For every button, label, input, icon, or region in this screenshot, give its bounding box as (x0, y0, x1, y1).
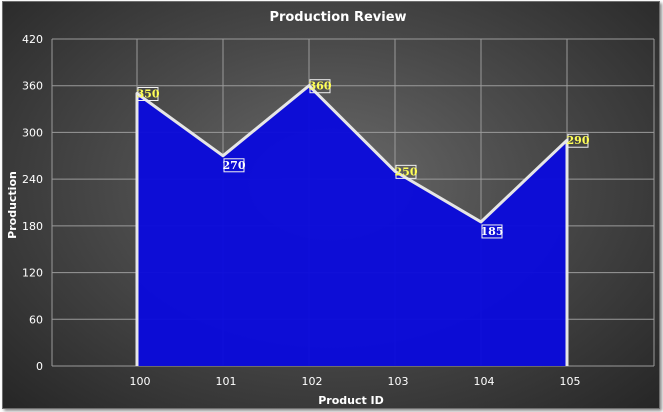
y-tick-label: 60 (29, 313, 43, 326)
area-series (137, 85, 567, 366)
y-tick-label: 420 (22, 33, 43, 46)
data-label-text: 360 (309, 80, 332, 93)
y-tick-label: 120 (22, 267, 43, 280)
data-label-text: 250 (395, 165, 418, 178)
data-label: 290 (567, 133, 590, 148)
data-label-text: 185 (481, 225, 504, 238)
data-label-box (395, 164, 417, 179)
y-tick-label: 300 (22, 126, 43, 139)
area-outline (135, 84, 569, 366)
data-label-box (567, 133, 589, 148)
x-tick-label: 100 (130, 375, 151, 388)
y-tick-label: 0 (36, 360, 43, 373)
data-label: 250 (395, 164, 418, 179)
x-tick-label: 103 (388, 375, 409, 388)
data-label-box (481, 224, 503, 239)
data-label: 350 (137, 87, 160, 101)
x-tick-label: 101 (216, 375, 237, 388)
data-labels: 350 270 360 250 185 290 (137, 79, 590, 239)
data-label: 270 (223, 158, 246, 173)
area-chart: Production Review 060120180240300360420 … (6, 10, 655, 407)
data-label-box (137, 87, 159, 101)
y-axis-ticks: 0 60 120 180 240 300 360 420 (22, 33, 43, 373)
x-tick-label: 102 (302, 375, 323, 388)
data-label-box (223, 158, 245, 173)
y-tick-label: 240 (22, 173, 43, 186)
data-label-box (309, 79, 331, 94)
data-label-text: 270 (223, 159, 246, 172)
y-tick-label: 180 (22, 220, 43, 233)
x-axis-ticks: 100 101 102 103 104 105 (130, 375, 581, 388)
y-tick-label: 360 (22, 80, 43, 93)
x-tick-label: 104 (474, 375, 495, 388)
x-tick-label: 105 (560, 375, 581, 388)
y-axis-title: Production (6, 171, 19, 239)
data-label: 185 (481, 224, 504, 239)
data-label-text: 350 (137, 88, 160, 101)
data-label: 360 (309, 79, 332, 94)
x-axis-title: Product ID (318, 394, 384, 407)
chart-title: Production Review (269, 10, 406, 25)
data-label-text: 290 (567, 134, 590, 147)
